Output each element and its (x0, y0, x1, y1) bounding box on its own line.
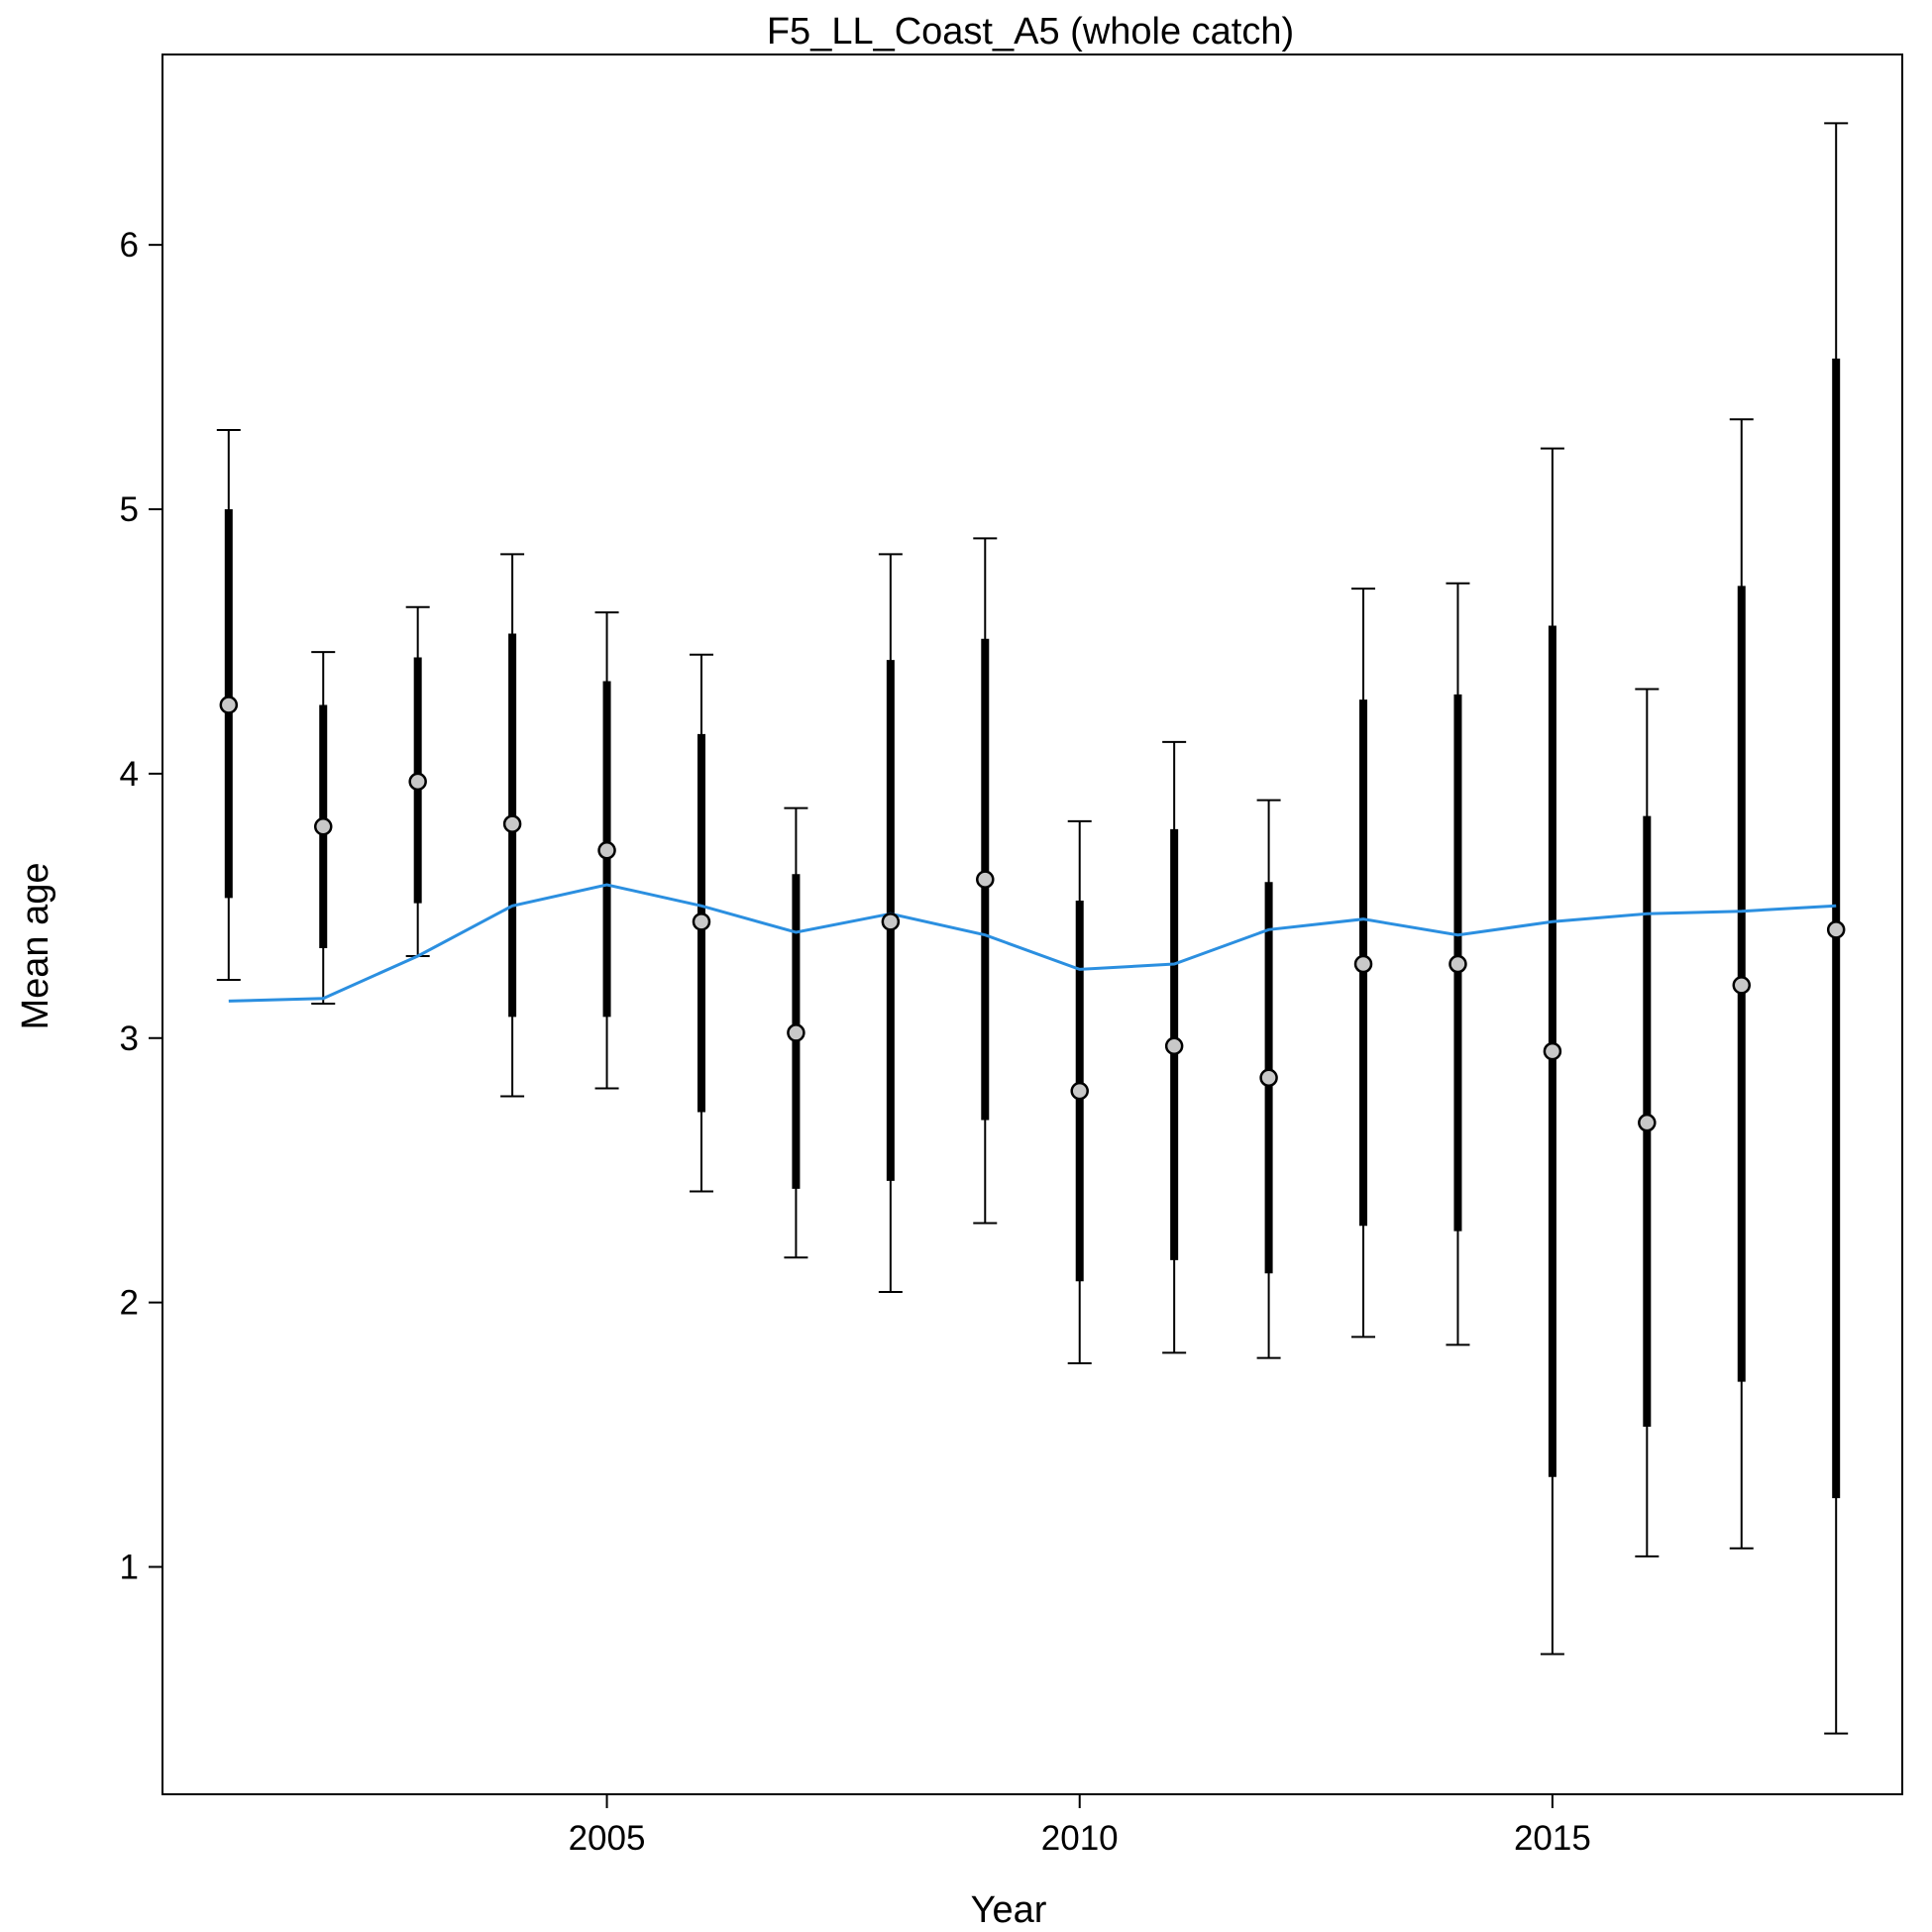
observed-point (597, 841, 616, 860)
observed-point (1164, 1036, 1184, 1056)
observed-point (787, 1023, 805, 1042)
observed-point (502, 814, 522, 833)
x-axis-label: Year (971, 1889, 1047, 1931)
observed-point (1638, 1113, 1657, 1132)
x-axis: 2005 2010 2015 (569, 1794, 1591, 1858)
chart-title: F5_LL_Coast_A5 (whole catch) (767, 11, 1294, 53)
expected-series (228, 883, 1837, 1003)
observed-point (881, 912, 901, 931)
observed-point (1543, 1041, 1562, 1061)
y-axis-label: Mean age (15, 862, 56, 1029)
observed-point (976, 870, 995, 889)
y-tick-label: 4 (120, 755, 139, 794)
x-tick-label: 2010 (1041, 1819, 1119, 1858)
observed-point (1070, 1081, 1089, 1101)
observed-point (1732, 976, 1752, 995)
observed-points (219, 696, 1846, 1132)
observed-point (1353, 954, 1373, 974)
plot-frame (161, 54, 1903, 1795)
observed-point (692, 912, 711, 931)
y-tick-label: 3 (120, 1020, 139, 1058)
y-axis: 1 2 3 4 5 6 (120, 226, 162, 1586)
y-tick-label: 2 (120, 1284, 139, 1323)
observed-point (1826, 920, 1846, 939)
expected-line (228, 883, 1837, 1003)
observed-point (1449, 954, 1467, 974)
observed-point (1259, 1068, 1278, 1088)
y-tick-label: 5 (120, 490, 139, 529)
observed-point (219, 696, 239, 714)
y-tick-label: 1 (120, 1548, 139, 1586)
x-tick-label: 2005 (569, 1819, 646, 1858)
observed-point (408, 772, 427, 792)
x-tick-label: 2015 (1514, 1819, 1591, 1858)
y-tick-label: 6 (120, 226, 139, 265)
observed-point (313, 817, 333, 836)
